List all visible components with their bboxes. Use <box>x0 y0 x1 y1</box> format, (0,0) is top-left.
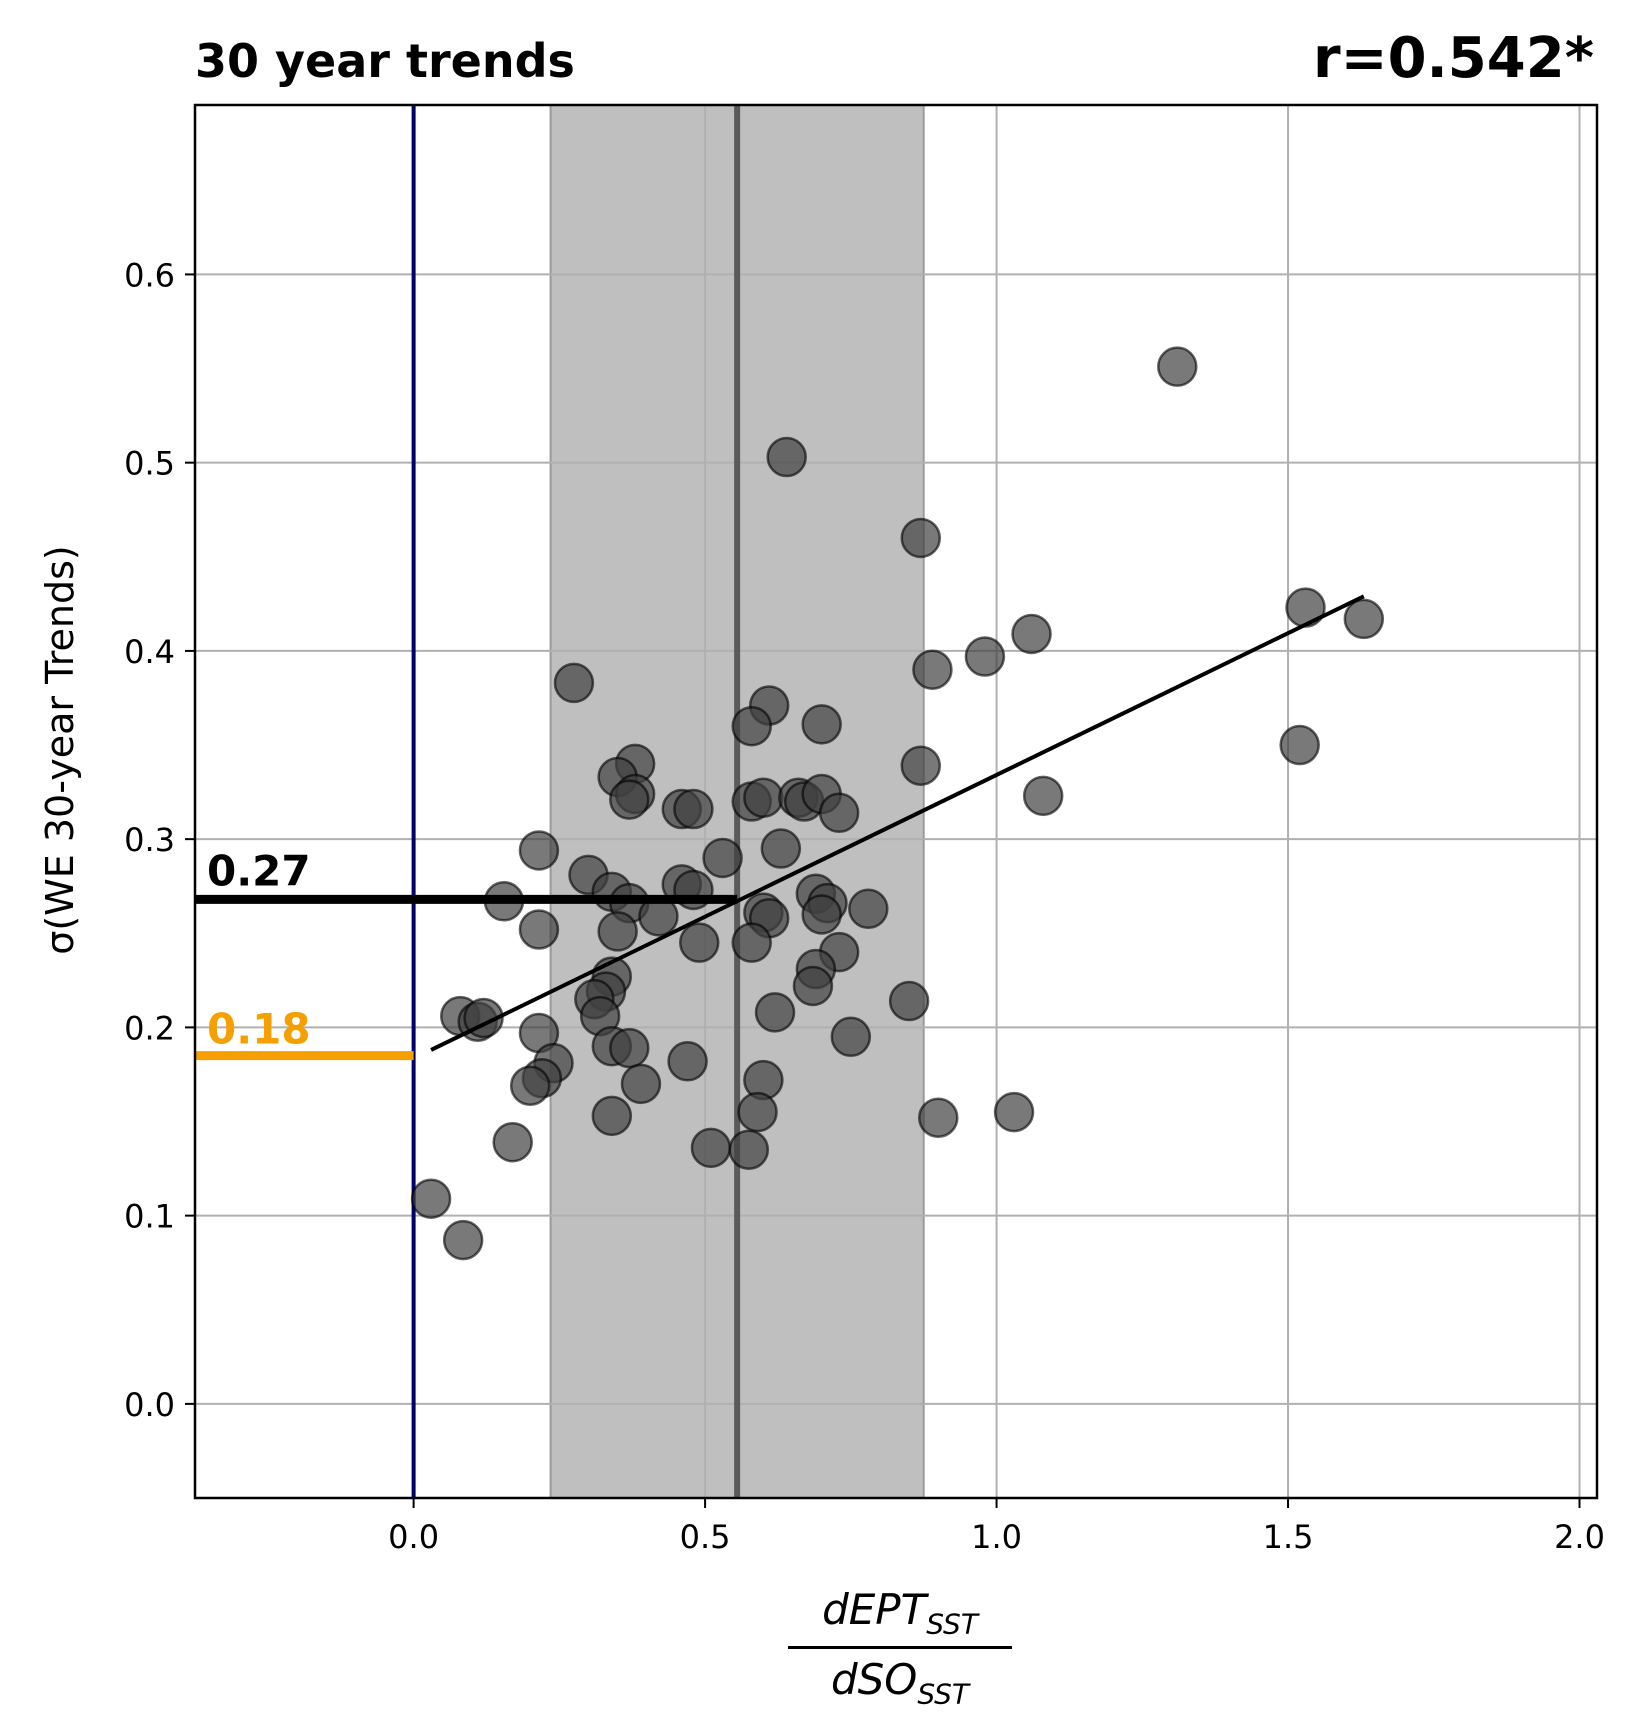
x-num-main: dEPT <box>822 1585 927 1634</box>
data-point-6 <box>964 636 1006 677</box>
data-point-10 <box>731 705 772 747</box>
data-point-19 <box>673 788 714 830</box>
data-point-45 <box>679 922 720 963</box>
x-axis-label: dEPTSST dSOSST <box>780 1585 1020 1711</box>
data-point-57 <box>754 992 796 1033</box>
data-point-72 <box>993 1091 1035 1133</box>
y-tick-label-1: 0.1 <box>124 1198 175 1236</box>
data-point-26 <box>1022 775 1064 817</box>
data-point-40 <box>848 888 889 930</box>
y-axis-label: σ(WE 30-year Trends) <box>38 545 82 955</box>
y-tick-label-3: 0.3 <box>124 821 175 859</box>
x-tick-label-1: 0.5 <box>680 1518 731 1556</box>
data-point-28 <box>760 828 802 869</box>
data-point-44 <box>597 911 638 952</box>
data-point-17 <box>609 779 650 820</box>
x-tick-label-4: 2.0 <box>1554 1518 1605 1556</box>
data-point-76 <box>410 1178 452 1219</box>
data-point-0 <box>1157 346 1198 387</box>
data-point-21 <box>743 777 784 818</box>
data-point-69 <box>737 1091 778 1133</box>
data-point-7 <box>912 649 953 690</box>
data-point-77 <box>442 1219 484 1261</box>
data-point-12 <box>1279 724 1320 766</box>
y-tick-label-5: 0.5 <box>124 445 175 483</box>
data-point-61 <box>667 1041 708 1082</box>
x-tick-label-0: 0.0 <box>388 1518 439 1556</box>
x-axis-label-numerator: dEPTSST <box>780 1585 1020 1646</box>
data-point-29 <box>702 837 743 879</box>
data-point-58 <box>888 980 930 1022</box>
data-point-39 <box>801 894 842 935</box>
x-tick-label-2: 1.0 <box>971 1518 1022 1556</box>
orange-level-label: 0.18 <box>207 1005 311 1054</box>
black-level-label: 0.27 <box>207 846 311 895</box>
data-point-49 <box>792 965 834 1007</box>
data-point-1 <box>766 436 807 478</box>
y-tick-label-6: 0.6 <box>124 256 175 294</box>
regression-line <box>430 594 1365 1052</box>
plot-frame <box>193 103 1599 1500</box>
data-point-4 <box>1343 598 1385 640</box>
data-point-46 <box>731 922 772 963</box>
x-den-sub: SST <box>917 1677 970 1711</box>
y-tick-label-2: 0.2 <box>124 1009 175 1047</box>
data-point-13 <box>900 745 942 786</box>
data-point-71 <box>918 1097 959 1138</box>
x-den-main: dSO <box>830 1655 918 1705</box>
x-tick-label-3: 1.5 <box>1263 1518 1314 1556</box>
data-point-3 <box>1285 587 1326 628</box>
data-point-73 <box>492 1121 533 1163</box>
data-point-75 <box>728 1129 770 1170</box>
data-point-25 <box>818 792 860 834</box>
correlation-label: r=0.542* <box>1313 26 1594 91</box>
data-point-43 <box>518 909 560 950</box>
data-point-74 <box>690 1127 732 1169</box>
data-point-67 <box>620 1063 662 1105</box>
data-point-11 <box>801 704 842 745</box>
y-tick-label-4: 0.4 <box>124 633 175 671</box>
data-point-5 <box>1011 613 1052 655</box>
chart-title: 30 year trends <box>195 34 575 88</box>
data-point-66 <box>509 1065 551 1106</box>
data-point-63 <box>609 1027 650 1069</box>
fraction-bar <box>788 1646 1012 1650</box>
y-tick-label-0: 0.0 <box>124 1386 175 1424</box>
x-axis-label-denominator: dSOSST <box>780 1649 1020 1710</box>
data-point-8 <box>553 662 595 704</box>
data-point-2 <box>900 517 942 559</box>
x-num-sub: SST <box>926 1607 978 1641</box>
data-point-27 <box>518 830 560 871</box>
data-point-70 <box>591 1095 633 1137</box>
data-point-60 <box>830 1016 872 1058</box>
